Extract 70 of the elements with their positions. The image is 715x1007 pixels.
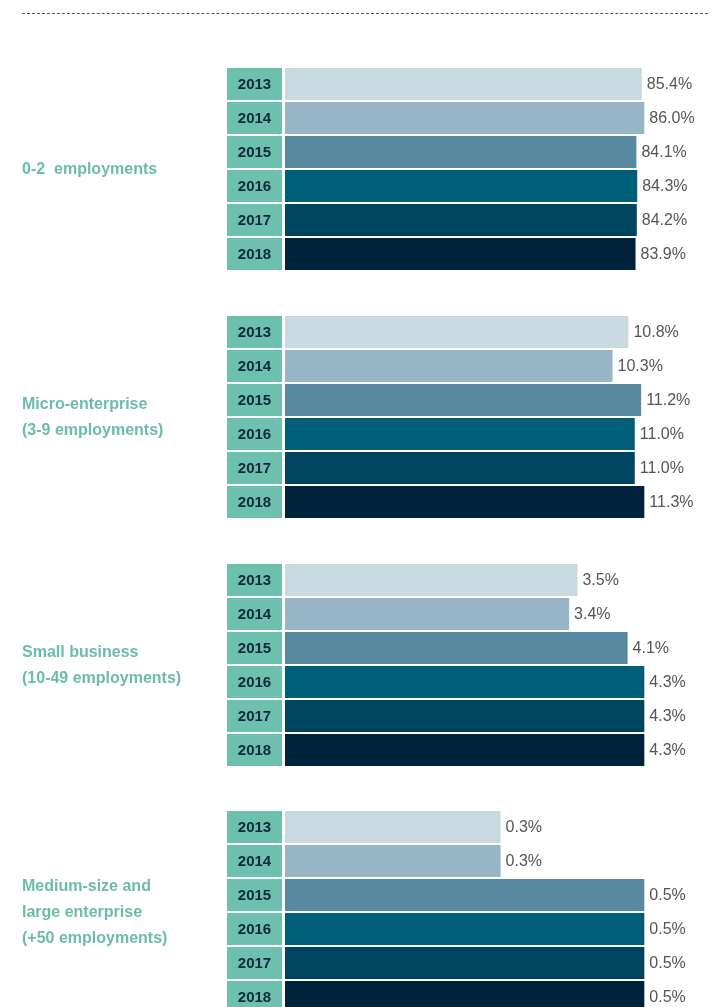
year-tag: 2018 (227, 486, 282, 518)
bar (285, 598, 570, 630)
year-tag: 2013 (227, 68, 282, 100)
bar (285, 632, 628, 664)
year-tag: 2015 (227, 632, 282, 664)
data-label: 0.5% (649, 886, 686, 904)
data-label: 0.5% (649, 920, 686, 938)
data-label: 0.3% (505, 852, 543, 870)
data-label: 0.5% (649, 988, 686, 1006)
bar (285, 316, 629, 348)
year-tag: 2017 (227, 700, 282, 732)
year-tag: 2016 (227, 913, 282, 945)
bar (285, 350, 613, 382)
data-label: 4.3% (649, 707, 686, 725)
data-label: 11.0% (639, 425, 684, 443)
text: 0-2 employments (21, 159, 159, 179)
data-label: 0.3% (505, 818, 543, 836)
bar (285, 68, 642, 100)
bar (285, 486, 645, 518)
year-tag: 2018 (227, 238, 282, 270)
year-tag: 2017 (227, 452, 282, 484)
year-tag: 2013 (227, 564, 282, 596)
bar (285, 452, 635, 484)
data-label: 83.9% (640, 245, 686, 263)
data-label: 4.1% (632, 639, 670, 657)
year-tag: 2015 (227, 384, 282, 416)
year-tag: 2017 (227, 947, 282, 979)
data-label: 10.8% (633, 323, 679, 341)
data-label: 11.3% (649, 493, 694, 511)
data-label: 84.3% (642, 177, 688, 195)
bar (285, 238, 636, 270)
year-tag: 2015 (227, 879, 282, 911)
bar (285, 564, 578, 596)
year-tag: 2014 (227, 845, 282, 877)
year-tag: 2014 (227, 350, 282, 382)
data-label: 3.5% (582, 571, 619, 589)
data-label: 10.3% (617, 357, 663, 375)
year-tag: 2018 (227, 981, 282, 1007)
year-tag: 2016 (227, 666, 282, 698)
bar (285, 136, 637, 168)
year-tag: 2014 (227, 598, 282, 630)
year-tag: 2016 (227, 418, 282, 450)
data-label: 4.3% (649, 741, 686, 759)
bar (285, 700, 645, 732)
bar (285, 666, 645, 698)
text: Small business (10-49 employments) (21, 642, 183, 688)
year-tag: 2017 (227, 204, 282, 236)
text: Medium-size and large enterprise (+50 employments) (21, 876, 169, 948)
bar (285, 418, 635, 450)
data-label: 0.5% (649, 954, 686, 972)
data-label: 86.0% (649, 109, 695, 127)
data-label: 4.3% (649, 673, 686, 691)
data-label: 11.2% (646, 391, 691, 409)
year-tag: 2013 (227, 316, 282, 348)
year-tag: 2016 (227, 170, 282, 202)
data-label: 3.4% (574, 605, 611, 623)
data-label: 11.0% (639, 459, 684, 477)
data-label: 84.2% (641, 211, 688, 229)
data-label: 85.4% (646, 75, 693, 93)
bar (285, 204, 637, 236)
bar (285, 384, 642, 416)
text: Micro-enterprise (3-9 employments) (21, 394, 165, 440)
year-tag: 2018 (227, 734, 282, 766)
year-tag: 2013 (227, 811, 282, 843)
bar (285, 734, 645, 766)
data-label: 84.1% (641, 143, 687, 161)
year-tag: 2015 (227, 136, 282, 168)
bar (285, 170, 638, 202)
year-tag: 2014 (227, 102, 282, 134)
bar (285, 102, 645, 134)
